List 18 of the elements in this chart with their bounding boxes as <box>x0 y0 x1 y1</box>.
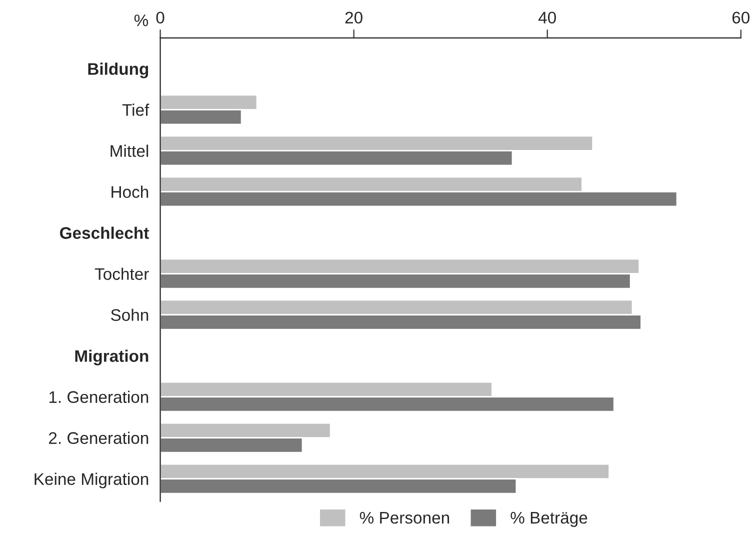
y-tick-label: Geschlecht <box>60 226 149 239</box>
y-tick-label: 1. Generation <box>49 390 148 403</box>
y-tick-label: Migration <box>75 350 148 366</box>
y-tick-label: 2. Generation <box>49 432 148 444</box>
y-tick-label: Tochter <box>94 268 149 280</box>
y-tick-label: Mittel <box>110 144 148 157</box>
x-tick-label: 0 <box>156 12 164 24</box>
y-tick-label: Sohn <box>110 308 148 321</box>
legend-label: % Personen <box>360 512 450 524</box>
y-tick-label: Keine Migration <box>34 472 148 488</box>
x-tick-label: 60 <box>732 12 750 24</box>
legend-label: % Beträge <box>510 512 588 527</box>
x-tick-label: 40 <box>538 12 556 24</box>
y-tick-label: Bildung <box>88 62 148 78</box>
x-tick-label: 20 <box>345 12 362 24</box>
x-axis-title: % <box>134 14 148 26</box>
y-tick-label: Tief <box>122 104 150 116</box>
y-tick-label: Hoch <box>112 186 148 198</box>
